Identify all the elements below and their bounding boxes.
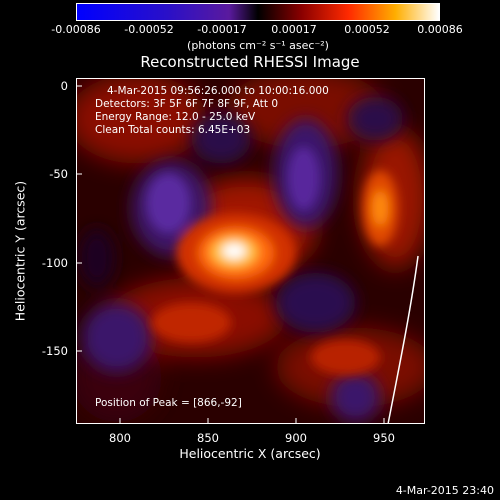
- y-tick-label: -150: [41, 344, 68, 358]
- reconstructed-image: [77, 79, 424, 423]
- peak-position-label: Position of Peak = [866,-92]: [95, 397, 242, 409]
- footer-timestamp: 4-Mar-2015 23:40: [395, 484, 494, 497]
- colorbar-tick-label: -0.00052: [124, 23, 174, 36]
- colorbar-tick-label: 0.00052: [344, 23, 390, 36]
- colorbar-tick-label: -0.00086: [51, 23, 101, 36]
- energy-range-label: Energy Range: 12.0 - 25.0 keV: [95, 111, 256, 123]
- x-tick-label: 800: [109, 431, 131, 445]
- colorbar-tick-label: 0.00086: [417, 23, 463, 36]
- image-plot: 4-Mar-2015 09:56:26.000 to 10:00:16.000 …: [76, 78, 425, 424]
- x-tick-label: 850: [197, 431, 219, 445]
- time-range-label: 4-Mar-2015 09:56:26.000 to 10:00:16.000: [107, 85, 329, 97]
- image-title: Reconstructed RHESSI Image: [140, 53, 360, 71]
- y-axis-label: Heliocentric Y (arcsec): [12, 180, 28, 322]
- x-tick-label: 950: [373, 431, 395, 445]
- colorbar-tick-label: 0.00017: [271, 23, 317, 36]
- colorbar: [76, 3, 440, 21]
- colorbar-tick-label: -0.00017: [197, 23, 247, 36]
- x-tick-label: 900: [285, 431, 307, 445]
- y-tick-label: -50: [49, 167, 68, 181]
- clean-counts-label: Clean Total counts: 6.45E+03: [95, 124, 251, 136]
- colorbar-units: (photons cm⁻² s⁻¹ asec⁻²): [187, 39, 329, 52]
- y-tick-label: -100: [41, 256, 68, 270]
- detectors-label: Detectors: 3F 5F 6F 7F 8F 9F, Att 0: [95, 98, 279, 110]
- y-tick-label: 0: [60, 79, 68, 93]
- x-axis-label: Heliocentric X (arcsec): [179, 446, 321, 461]
